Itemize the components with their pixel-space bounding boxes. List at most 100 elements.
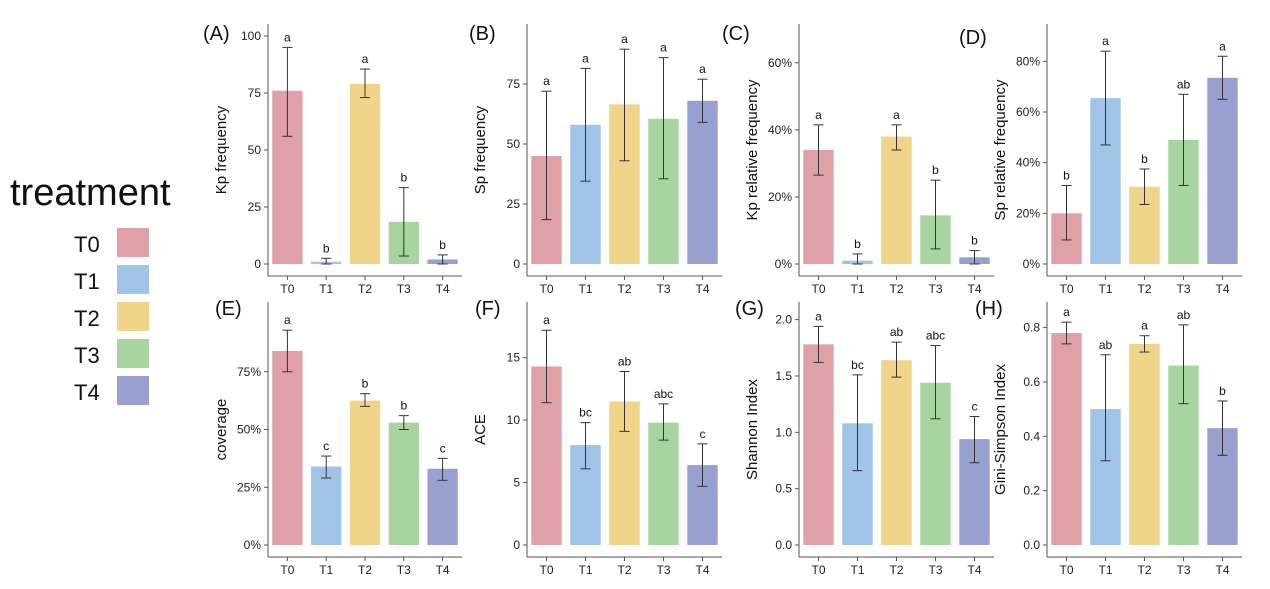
panel-g-ytick-label: 0.5 <box>775 482 792 496</box>
panel-b-xtick-label-t3: T3 <box>656 282 670 296</box>
panel-g-ytick-label: 1.0 <box>775 425 792 439</box>
panel-b-xtick-label-t4: T4 <box>695 282 709 296</box>
panel-e-xtick-label-t4: T4 <box>436 563 450 577</box>
panel-d-xtick-label-t0: T0 <box>1059 282 1073 296</box>
panel-e-bar-t4 <box>427 468 458 545</box>
panel-g-sig-letter-t4: c <box>972 400 978 414</box>
panel-d-xtick-label-t1: T1 <box>1098 282 1112 296</box>
panel-d-sig-letter-t1: a <box>1102 34 1109 48</box>
panel-e-xtick-label-t0: T0 <box>280 563 294 577</box>
panel-e-ytick-label: 50% <box>237 423 261 437</box>
panel-a-ytick-label: 0 <box>254 257 261 271</box>
legend-label-t3: T3 <box>74 343 100 368</box>
panel-a: (A) 0 25 50 75 100 Kp frequency a T0 b T1 a T2 b T3 b T4 <box>203 23 462 296</box>
panel-f-xtick-label-t0: T0 <box>539 563 553 577</box>
panel-e-sig-letter-t4: c <box>440 441 446 455</box>
legend-label-t4: T4 <box>74 380 100 405</box>
legend-label-t2: T2 <box>74 306 100 331</box>
panel-a-sig-letter-t0: a <box>284 30 291 44</box>
panel-e-bar-t0 <box>272 350 303 545</box>
panel-e-ytick-label: 0% <box>244 538 262 552</box>
panel-f-sig-letter-t1: bc <box>579 406 592 420</box>
panel-d-ylabel: Sp relative frequency <box>992 79 1009 220</box>
panel-d-ytick-label: 60% <box>1016 105 1040 119</box>
panel-a-ytick-label: 50 <box>248 143 262 157</box>
panel-a-label: (A) <box>203 23 230 45</box>
panel-a-ylabel: Kp frequency <box>213 105 230 194</box>
panel-d-sig-letter-t4: a <box>1219 39 1226 53</box>
panel-h-ytick-label: 0.8 <box>1023 321 1040 335</box>
panel-h-sig-letter-t3: ab <box>1177 308 1191 322</box>
panel-g-xtick-label-t3: T3 <box>928 563 942 577</box>
panel-d-ytick-label: 80% <box>1016 54 1040 68</box>
panel-h-ytick-label: 0.4 <box>1023 429 1040 443</box>
panel-c-xtick-label-t4: T4 <box>967 282 981 296</box>
panel-c-sig-letter-t1: b <box>854 237 861 251</box>
panel-g-bar-t0 <box>803 344 834 545</box>
panel-g-label: (G) <box>735 298 764 320</box>
panel-c-xtick-label-t0: T0 <box>811 282 825 296</box>
panel-a-sig-letter-t1: b <box>323 241 330 255</box>
panel-h-sig-letter-t2: a <box>1141 319 1148 333</box>
panel-b-ytick-label: 0 <box>513 257 520 271</box>
legend-swatch-t1 <box>117 265 149 294</box>
panel-b-sig-letter-t3: a <box>660 41 667 55</box>
legend-label-t1: T1 <box>74 269 100 294</box>
legend-swatch-t3 <box>117 339 149 368</box>
panel-e-ylabel: coverage <box>213 399 230 461</box>
panel-h-ylabel: Gini-Simpson Index <box>992 364 1009 495</box>
panel-h-xtick-label-t2: T2 <box>1137 563 1151 577</box>
panel-d-xtick-label-t4: T4 <box>1215 282 1229 296</box>
panel-g-xtick-label-t1: T1 <box>850 563 864 577</box>
panel-h-bar-t2 <box>1129 343 1160 545</box>
panel-c-bar-t2 <box>881 136 912 264</box>
panel-h-xtick-label-t4: T4 <box>1215 563 1229 577</box>
panel-d-ytick-label: 20% <box>1016 206 1040 220</box>
panel-d-sig-letter-t0: b <box>1063 168 1070 182</box>
panel-e-bar-t2 <box>349 400 381 545</box>
panel-a-sig-letter-t2: a <box>362 52 369 66</box>
panel-e-sig-letter-t3: b <box>400 399 407 413</box>
panel-a-xtick-label-t0: T0 <box>280 282 294 296</box>
panel-b-sig-letter-t1: a <box>582 51 589 65</box>
panel-f: (F) 0 5 10 15 ACE a T0 bc T1 ab T2 abc T3 c T4 <box>472 298 722 577</box>
legend-swatch-t2 <box>117 302 149 331</box>
panel-g-ytick-label: 1.5 <box>775 369 792 383</box>
panel-c: (C) 0% 20% 40% 60% Kp relative frequency a T0 b T… <box>722 23 994 296</box>
panel-c-sig-letter-t2: a <box>893 108 900 122</box>
panel-a-bar-t2 <box>349 83 381 264</box>
panel-h-sig-letter-t0: a <box>1063 305 1070 319</box>
panel-g: (G) 0.0 0.5 1.0 1.5 2.0 Shannon Index a T0 bc T1 ab… <box>735 298 994 577</box>
panel-a-sig-letter-t3: b <box>400 171 407 185</box>
panel-f-ytick-label: 15 <box>507 351 521 365</box>
panel-g-ytick-label: 0.0 <box>775 538 792 552</box>
panel-f-ytick-label: 10 <box>507 413 521 427</box>
panel-d-ytick-label: 40% <box>1016 156 1040 170</box>
panel-b-ytick-label: 75 <box>507 77 521 91</box>
panel-f-xtick-label-t1: T1 <box>578 563 592 577</box>
panel-f-sig-letter-t4: c <box>700 427 706 441</box>
panel-c-ytick-label: 20% <box>768 190 792 204</box>
legend-label-t0: T0 <box>74 232 100 257</box>
panel-g-xtick-label-t0: T0 <box>811 563 825 577</box>
panel-d-label: (D) <box>959 27 987 49</box>
panel-a-ytick-label: 100 <box>241 29 261 43</box>
panel-d-bar-t4 <box>1207 77 1238 264</box>
panel-b-sig-letter-t4: a <box>699 62 706 76</box>
panel-e-bar-t1 <box>311 466 342 545</box>
panel-c-xtick-label-t2: T2 <box>889 282 903 296</box>
panel-b-sig-letter-t0: a <box>543 74 550 88</box>
panel-f-bar-t3 <box>648 422 679 545</box>
panel-d-ytick-label: 0% <box>1023 257 1041 271</box>
panel-h-bar-t0 <box>1051 333 1082 545</box>
panel-h-xtick-label-t0: T0 <box>1059 563 1073 577</box>
panel-f-sig-letter-t3: abc <box>654 387 673 401</box>
panel-e-label: (E) <box>215 298 242 320</box>
panel-b-bar-t4 <box>687 100 718 264</box>
panel-h-sig-letter-t4: b <box>1219 384 1226 398</box>
panel-g-ylabel: Shannon Index <box>744 379 761 480</box>
panel-c-sig-letter-t0: a <box>815 108 822 122</box>
panel-g-sig-letter-t1: bc <box>851 358 864 372</box>
panel-e-ytick-label: 25% <box>237 480 261 494</box>
